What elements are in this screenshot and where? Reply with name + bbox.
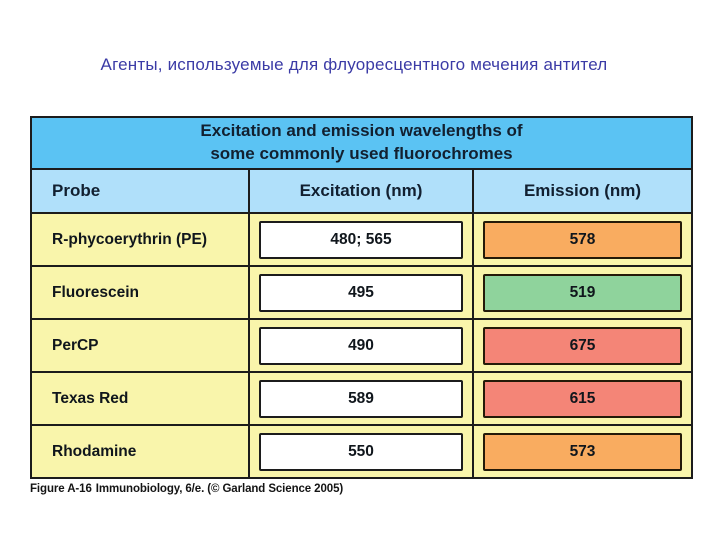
probe-name: Fluorescein: [32, 267, 250, 318]
probe-name: Rhodamine: [32, 426, 250, 477]
slide-title: Агенты, используемые для флуоресцентного…: [100, 55, 608, 74]
emission-value: 675: [483, 326, 682, 365]
excitation-value: 589: [259, 379, 463, 418]
excitation-cell: 480; 565: [250, 214, 474, 265]
emission-cell: 519: [474, 267, 691, 318]
column-header-emission: Emission (nm): [523, 181, 642, 200]
emission-value: 519: [483, 273, 682, 312]
excitation-cell: 550: [250, 426, 474, 477]
excitation-cell: 589: [250, 373, 474, 424]
excitation-cell: 495: [250, 267, 474, 318]
fluorochrome-table: Excitation and emission wavelengths of s…: [30, 116, 693, 479]
table-row: Texas Red 589 615: [32, 373, 691, 426]
table-title-line1: Excitation and emission wavelengths of: [200, 121, 523, 141]
figure-caption: Figure A-16 Immunobiology, 6/e. (© Garlan…: [30, 483, 343, 495]
table-row: R-phycoerythrin (PE) 480; 565 578: [32, 214, 691, 267]
table-title: Excitation and emission wavelengths of s…: [32, 118, 691, 170]
emission-cell: 573: [474, 426, 691, 477]
excitation-value: 490: [259, 326, 463, 365]
excitation-value: 480; 565: [259, 220, 463, 259]
table-row: Fluorescein 495 519: [32, 267, 691, 320]
emission-value: 578: [483, 220, 682, 259]
column-header-excitation: Excitation (nm): [250, 170, 474, 212]
excitation-value: 550: [259, 432, 463, 471]
table-column-headers: Probe Excitation (nm) Emission (nm): [32, 170, 691, 214]
column-header-probe: Probe: [32, 170, 250, 212]
emission-cell: 578: [474, 214, 691, 265]
table-row: PerCP 490 675: [32, 320, 691, 373]
excitation-value: 495: [259, 273, 463, 312]
table-title-line2: some commonly used fluorochromes: [210, 144, 513, 163]
probe-name: PerCP: [32, 320, 250, 371]
table-row: Rhodamine 550 573: [32, 426, 691, 477]
excitation-cell: 490: [250, 320, 474, 371]
emission-cell: 615: [474, 373, 691, 424]
figure-source: Immunobiology, 6/e. (© Garland Science 2…: [95, 483, 344, 495]
probe-name: R-phycoerythrin (PE): [32, 214, 250, 265]
probe-name: Texas Red: [32, 373, 250, 424]
emission-cell: 675: [474, 320, 691, 371]
emission-value: 615: [483, 379, 682, 418]
figure-label: Figure A-16: [30, 483, 92, 495]
emission-value: 573: [483, 432, 682, 471]
